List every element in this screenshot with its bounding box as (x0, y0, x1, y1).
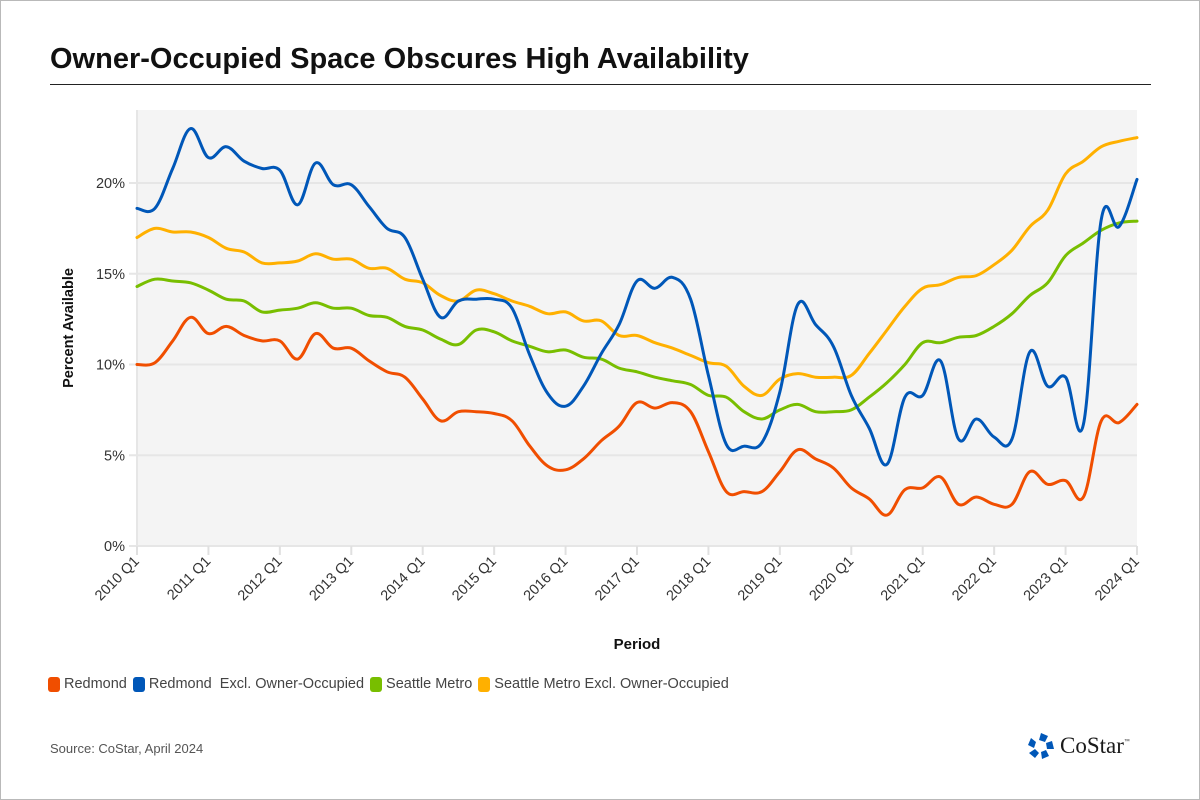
y-tick-label: 15% (96, 267, 125, 283)
legend-swatch (48, 676, 60, 692)
x-tick-label: 2023 Q1 (1021, 554, 1072, 605)
x-tick-label: 2014 Q1 (378, 554, 429, 605)
legend-item-seattle-metro[interactable]: Seattle Metro (370, 676, 472, 692)
plot-background (137, 110, 1137, 546)
x-tick-label: 2015 Q1 (449, 554, 500, 605)
legend-swatch (370, 676, 383, 692)
legend-label: Redmond (64, 676, 127, 692)
legend-label: Seattle Metro (386, 676, 473, 692)
x-tick-label: 2017 Q1 (592, 554, 643, 605)
series-line-redmond-excl-owner-occupied (135, 127, 1139, 467)
y-tick-label: 5% (104, 448, 125, 464)
logo-trademark: ™ (1123, 739, 1130, 745)
source-note: Source: CoStar, April 2024 (50, 741, 204, 756)
series-line-seattle-metro (135, 219, 1139, 421)
x-tick-label: 2022 Q1 (949, 554, 1000, 605)
legend-swatch (132, 676, 145, 692)
legend-item-seattle-metro-excl[interactable]: Seattle Metro Excl. Owner-Occupied (478, 676, 729, 692)
x-tick-label: 2021 Q1 (878, 554, 929, 605)
y-axis-label: Percent Available (61, 268, 77, 388)
costar-star-icon (1028, 733, 1054, 759)
series-line-redmond (135, 315, 1139, 517)
legend-label: Seattle Metro Excl. Owner-Occupied (494, 676, 729, 692)
x-tick-label: 2019 Q1 (735, 554, 786, 605)
gridlines (129, 110, 1137, 554)
y-tick-label: 10% (96, 358, 125, 374)
logo-text: CoStar (1060, 733, 1124, 758)
x-tick-label: 2024 Q1 (1092, 554, 1143, 605)
x-tick-label: 2010 Q1 (92, 554, 143, 605)
legend-item-redmond[interactable]: Redmond (48, 676, 127, 692)
legend-label: Redmond Excl. Owner-Occupied (148, 676, 365, 692)
x-axis-ticks: 2010 Q1 2011 Q1 2012 Q1 2013 Q1 2014 Q1 2015 … (92, 546, 1143, 604)
legend: Redmond Redmond Excl. Owner-Occupied Sea… (48, 676, 735, 692)
x-tick-label: 2011 Q1 (164, 554, 214, 604)
x-tick-label: 2016 Q1 (521, 554, 572, 605)
y-tick-label: 0% (104, 539, 125, 555)
x-tick-label: 2020 Q1 (806, 554, 857, 605)
y-axis-ticks: 0% 5% 10% 15% 20% (96, 176, 125, 555)
series-line-seattle-metro-excl-owner-occupied (135, 136, 1139, 398)
y-tick-label: 20% (96, 176, 125, 192)
legend-item-redmond-excl[interactable]: Redmond Excl. Owner-Occupied (132, 676, 365, 692)
title-divider (50, 84, 1151, 85)
x-tick-label: 2018 Q1 (664, 554, 715, 605)
legend-swatch (478, 676, 491, 692)
x-axis-label: Period (614, 636, 661, 653)
chart-title: Owner-Occupied Space Obscures High Avail… (50, 43, 749, 75)
series-lines (135, 127, 1139, 517)
x-tick-label: 2013 Q1 (306, 554, 357, 605)
x-tick-label: 2012 Q1 (235, 554, 286, 605)
costar-logo: CoStar ™ (1027, 732, 1130, 760)
